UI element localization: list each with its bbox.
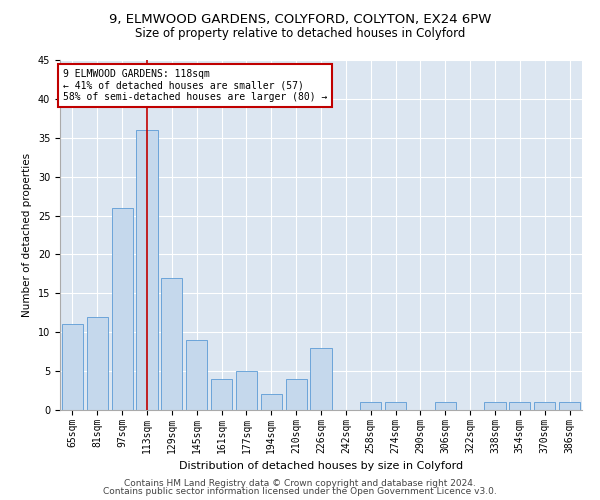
- Bar: [435, 402, 456, 410]
- Bar: [261, 394, 282, 410]
- Y-axis label: Number of detached properties: Number of detached properties: [22, 153, 32, 317]
- Bar: [360, 402, 381, 410]
- Bar: [559, 402, 580, 410]
- Text: Contains HM Land Registry data © Crown copyright and database right 2024.: Contains HM Land Registry data © Crown c…: [124, 478, 476, 488]
- Text: 9, ELMWOOD GARDENS, COLYFORD, COLYTON, EX24 6PW: 9, ELMWOOD GARDENS, COLYFORD, COLYTON, E…: [109, 12, 491, 26]
- Bar: [286, 379, 307, 410]
- Text: Size of property relative to detached houses in Colyford: Size of property relative to detached ho…: [135, 28, 465, 40]
- Text: 9 ELMWOOD GARDENS: 118sqm
← 41% of detached houses are smaller (57)
58% of semi-: 9 ELMWOOD GARDENS: 118sqm ← 41% of detac…: [62, 69, 327, 102]
- Bar: [385, 402, 406, 410]
- Bar: [62, 324, 83, 410]
- Bar: [161, 278, 182, 410]
- Bar: [112, 208, 133, 410]
- Bar: [310, 348, 332, 410]
- Bar: [211, 379, 232, 410]
- Text: Contains public sector information licensed under the Open Government Licence v3: Contains public sector information licen…: [103, 488, 497, 496]
- Bar: [484, 402, 506, 410]
- Bar: [534, 402, 555, 410]
- Bar: [136, 130, 158, 410]
- Bar: [509, 402, 530, 410]
- Bar: [236, 371, 257, 410]
- Bar: [87, 316, 108, 410]
- X-axis label: Distribution of detached houses by size in Colyford: Distribution of detached houses by size …: [179, 461, 463, 471]
- Bar: [186, 340, 207, 410]
